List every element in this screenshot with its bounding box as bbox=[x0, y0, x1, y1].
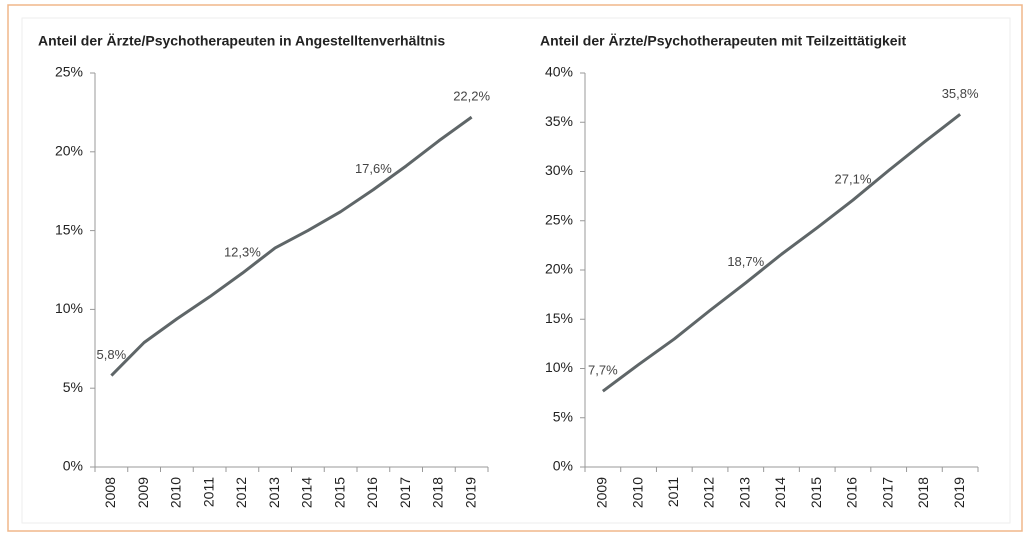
line bbox=[110, 115, 473, 377]
x-tick-label: 2010 bbox=[168, 477, 184, 508]
y-tick-label: 35% bbox=[545, 113, 573, 129]
x-tick-label: 2012 bbox=[233, 477, 249, 508]
x-tick-label: 2016 bbox=[364, 477, 380, 508]
x-tick-label: 2009 bbox=[135, 477, 151, 508]
data-label: 7,7% bbox=[588, 363, 618, 378]
x-tick-label: 2017 bbox=[879, 477, 895, 508]
y-tick-label: 25% bbox=[545, 211, 573, 227]
y-tick-label: 10% bbox=[545, 359, 573, 375]
data-label: 5,8% bbox=[97, 347, 127, 362]
panel bbox=[21, 17, 1011, 524]
x-tick-label: 2014 bbox=[299, 477, 315, 508]
x-tick-label: 2018 bbox=[915, 477, 931, 508]
y-tick-label: 5% bbox=[553, 408, 573, 424]
x-tick-label: 2014 bbox=[772, 477, 788, 508]
data-label: 35,8% bbox=[942, 86, 979, 101]
x-tick-label: 2012 bbox=[701, 477, 717, 508]
x-tick-label: 2013 bbox=[266, 477, 282, 508]
y-tick-label: 0% bbox=[553, 458, 573, 474]
chart-title: Anteil der Ärzte/Psychotherapeuten mit T… bbox=[540, 33, 906, 49]
chart-title: Anteil der Ärzte/Psychotherapeuten in An… bbox=[38, 33, 445, 49]
x-tick-label: 2013 bbox=[736, 477, 752, 508]
y-tick-label: 40% bbox=[545, 64, 573, 80]
x-tick-label: 2019 bbox=[462, 477, 478, 508]
x-tick-label: 2015 bbox=[331, 477, 347, 508]
x-tick-label: 2018 bbox=[430, 477, 446, 508]
x-tick-label: 2017 bbox=[397, 477, 413, 508]
line bbox=[601, 113, 962, 393]
y-tick-label: 20% bbox=[55, 143, 83, 159]
x-tick-label: 2016 bbox=[844, 477, 860, 508]
data-label: 18,7% bbox=[727, 254, 764, 269]
data-label: 12,3% bbox=[224, 245, 261, 260]
data-label: 27,1% bbox=[835, 172, 872, 187]
y-tick-label: 0% bbox=[63, 458, 83, 474]
x-tick-label: 2019 bbox=[951, 477, 967, 508]
x-tick-label: 2010 bbox=[629, 477, 645, 508]
y-tick-label: 20% bbox=[545, 261, 573, 277]
y-tick-label: 25% bbox=[55, 64, 83, 80]
x-tick-label: 2008 bbox=[102, 477, 118, 508]
y-tick-label: 30% bbox=[545, 162, 573, 178]
x-tick-label: 2011 bbox=[665, 477, 681, 507]
x-tick-label: 2015 bbox=[808, 477, 824, 508]
x-tick-label: 2011 bbox=[200, 477, 216, 507]
y-tick-label: 15% bbox=[545, 310, 573, 326]
y-tick-label: 10% bbox=[55, 300, 83, 316]
y-tick-label: 15% bbox=[55, 221, 83, 237]
x-tick-label: 2009 bbox=[594, 477, 610, 508]
data-label: 22,2% bbox=[453, 89, 490, 104]
data-label: 17,6% bbox=[355, 161, 392, 176]
y-tick-label: 5% bbox=[63, 379, 83, 395]
